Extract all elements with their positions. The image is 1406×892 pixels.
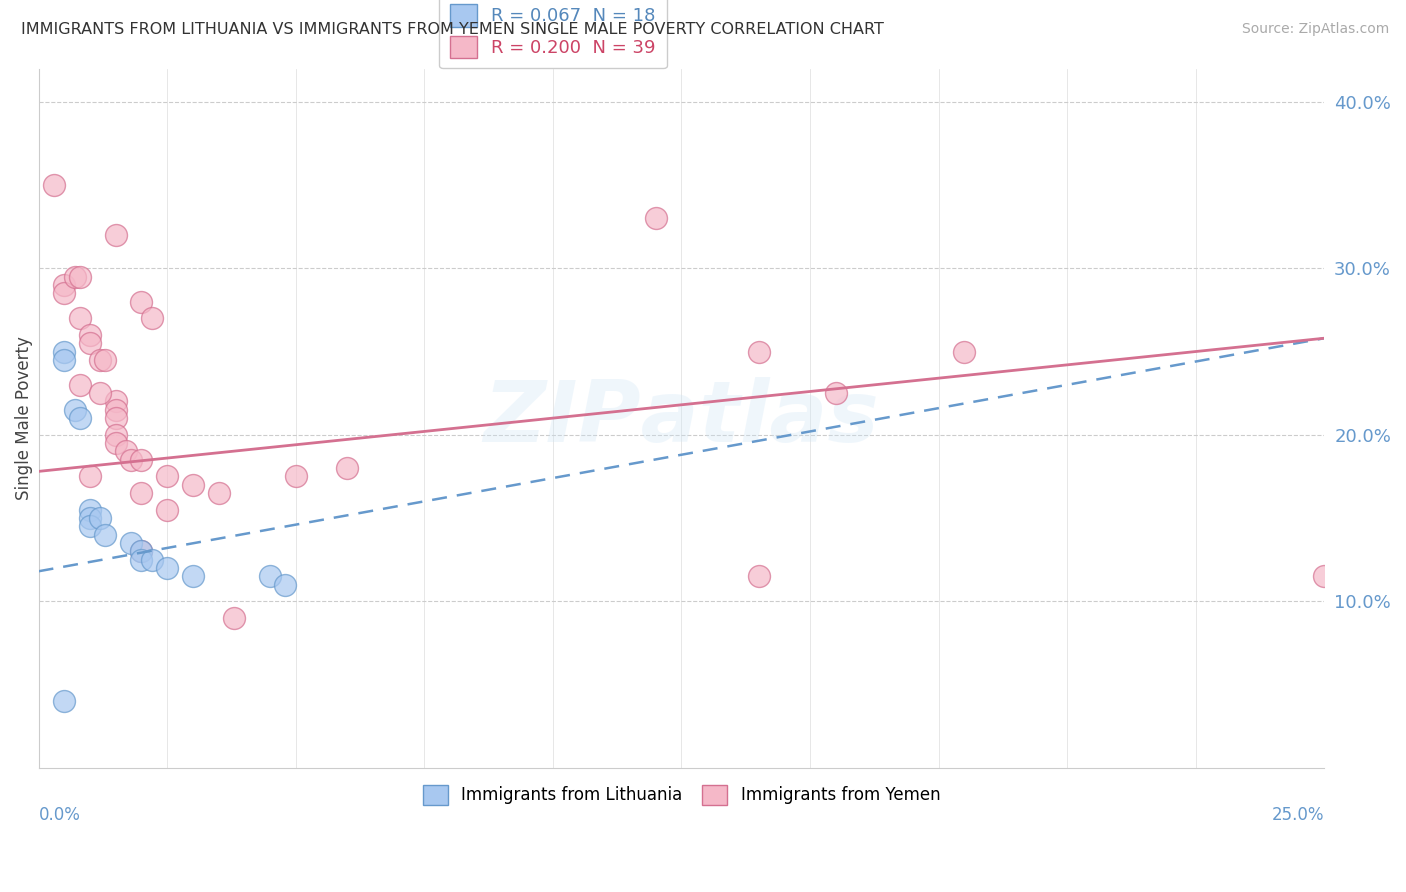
Point bbox=[131, 452, 153, 467]
Y-axis label: Single Male Poverty: Single Male Poverty bbox=[15, 336, 32, 500]
Point bbox=[89, 386, 111, 401]
Point bbox=[748, 344, 770, 359]
Point bbox=[141, 552, 163, 566]
Point bbox=[104, 402, 127, 417]
Text: Source: ZipAtlas.com: Source: ZipAtlas.com bbox=[1241, 22, 1389, 37]
Point bbox=[69, 311, 91, 326]
Point bbox=[53, 694, 76, 708]
Point bbox=[748, 569, 770, 583]
Point bbox=[120, 452, 142, 467]
Point bbox=[156, 502, 179, 516]
Point bbox=[131, 544, 153, 558]
Point bbox=[53, 286, 76, 301]
Point bbox=[120, 536, 142, 550]
Text: IMMIGRANTS FROM LITHUANIA VS IMMIGRANTS FROM YEMEN SINGLE MALE POVERTY CORRELATI: IMMIGRANTS FROM LITHUANIA VS IMMIGRANTS … bbox=[21, 22, 884, 37]
Point bbox=[284, 469, 307, 483]
Point bbox=[156, 561, 179, 575]
Point bbox=[79, 327, 101, 342]
Point bbox=[104, 427, 127, 442]
Point bbox=[69, 411, 91, 425]
Point bbox=[131, 544, 153, 558]
Point bbox=[63, 402, 86, 417]
Point bbox=[181, 477, 204, 491]
Point bbox=[89, 352, 111, 367]
Text: 25.0%: 25.0% bbox=[1272, 806, 1324, 824]
Point bbox=[104, 436, 127, 450]
Point bbox=[207, 486, 229, 500]
Point bbox=[79, 336, 101, 351]
Point bbox=[69, 269, 91, 284]
Point bbox=[644, 211, 666, 226]
Point bbox=[104, 227, 127, 242]
Point bbox=[131, 486, 153, 500]
Point bbox=[79, 519, 101, 533]
Point bbox=[104, 394, 127, 409]
Point bbox=[79, 511, 101, 525]
Point bbox=[115, 444, 138, 458]
Point bbox=[953, 344, 976, 359]
Point bbox=[79, 502, 101, 516]
Point bbox=[131, 552, 153, 566]
Point bbox=[104, 411, 127, 425]
Point bbox=[222, 611, 245, 625]
Point bbox=[824, 386, 846, 401]
Point bbox=[94, 352, 117, 367]
Point bbox=[63, 269, 86, 284]
Point bbox=[42, 178, 65, 192]
Point bbox=[336, 461, 359, 475]
Point bbox=[53, 277, 76, 292]
Point bbox=[94, 527, 117, 541]
Point bbox=[69, 377, 91, 392]
Text: 0.0%: 0.0% bbox=[38, 806, 80, 824]
Point bbox=[259, 569, 281, 583]
Point bbox=[131, 294, 153, 309]
Point bbox=[141, 311, 163, 326]
Point bbox=[156, 469, 179, 483]
Point bbox=[1313, 569, 1336, 583]
Point bbox=[274, 577, 297, 591]
Legend: Immigrants from Lithuania, Immigrants from Yemen: Immigrants from Lithuania, Immigrants fr… bbox=[416, 778, 946, 812]
Point bbox=[89, 511, 111, 525]
Point bbox=[181, 569, 204, 583]
Point bbox=[79, 469, 101, 483]
Point bbox=[53, 344, 76, 359]
Text: ZIP​atlas: ZIP​atlas bbox=[484, 376, 879, 459]
Point bbox=[53, 352, 76, 367]
